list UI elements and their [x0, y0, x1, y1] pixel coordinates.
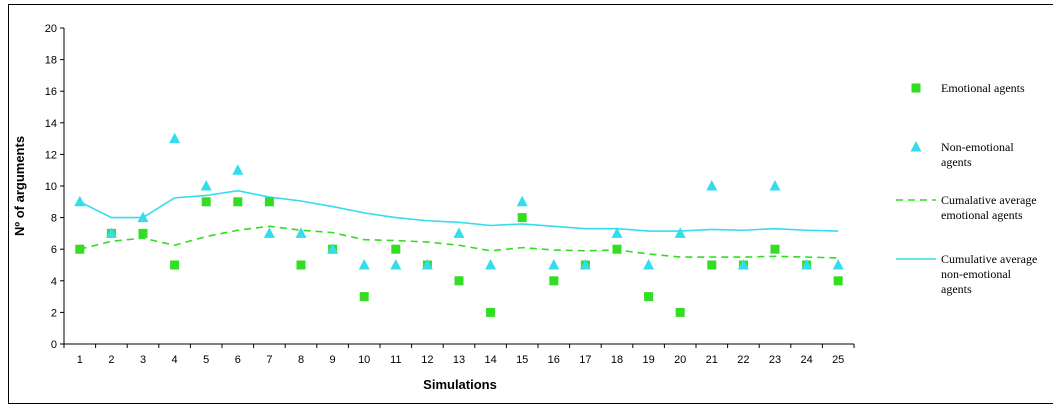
legend-triangle-icon — [910, 141, 922, 152]
y-tick-label: 20 — [45, 23, 57, 35]
x-tick-label: 2 — [108, 354, 114, 366]
x-tick-label: 17 — [579, 354, 591, 366]
emotional-point — [359, 292, 369, 302]
emotional-point — [296, 260, 306, 270]
x-tick-label: 15 — [516, 354, 528, 366]
legend-label: non-emotional — [941, 267, 1012, 281]
non-emotional-point — [169, 132, 181, 144]
legend-square-icon — [911, 83, 921, 93]
series-layer — [74, 132, 844, 317]
legend-label: Emotional agents — [941, 81, 1025, 95]
non-emotional-point — [358, 259, 370, 270]
y-axis-title: Nº of arguments — [12, 136, 27, 236]
non-emotional-point — [801, 259, 813, 270]
legend-label: Non-emotional — [941, 140, 1014, 154]
emotional-point — [264, 197, 274, 207]
non-emotional-point — [769, 180, 781, 191]
x-tick-label: 5 — [203, 354, 209, 366]
non-emotional-point — [579, 259, 591, 270]
x-tick-label: 4 — [172, 354, 178, 366]
cumulative-non-emotional-line — [79, 189, 839, 232]
x-tick-label: 16 — [548, 354, 560, 366]
x-tick-label: 9 — [330, 354, 336, 366]
non-emotional-point — [137, 211, 149, 223]
non-emotional-point — [611, 227, 623, 238]
emotional-point — [517, 213, 527, 223]
x-tick-label: 10 — [358, 354, 370, 366]
non-emotional-point — [453, 227, 465, 238]
y-tick-label: 14 — [45, 118, 57, 130]
emotional-point — [75, 244, 85, 254]
non-emotional-point — [643, 259, 655, 270]
non-emotional-point — [548, 259, 560, 270]
emotional-point — [644, 292, 654, 302]
y-tick-label: 10 — [45, 181, 57, 193]
x-tick-label: 1 — [77, 354, 83, 366]
emotional-point — [391, 244, 401, 254]
non-emotional-point — [832, 259, 844, 270]
y-tick-label: 12 — [45, 149, 57, 161]
non-emotional-point — [485, 259, 497, 270]
x-tick-label: 21 — [706, 354, 718, 366]
legend: Emotional agentsNon-emotionalagentsCumal… — [896, 81, 1037, 296]
x-tick-label: 18 — [611, 354, 623, 366]
non-emotional-point — [295, 227, 307, 238]
emotional-point — [138, 228, 148, 238]
x-tick-label: 12 — [421, 354, 433, 366]
non-emotional-point — [327, 243, 339, 254]
y-tick-label: 4 — [51, 276, 57, 288]
non-emotional-point — [706, 180, 718, 191]
non-emotional-point — [232, 164, 244, 175]
non-emotional-point — [74, 195, 86, 207]
x-tick-label: 13 — [453, 354, 465, 366]
non-emotional-point — [421, 259, 433, 270]
non-emotional-point — [674, 227, 686, 238]
non-emotional-point — [200, 180, 212, 191]
non-emotional-point — [737, 259, 749, 270]
x-tick-label: 8 — [298, 354, 304, 366]
x-tick-label: 20 — [674, 354, 686, 366]
emotional-point — [454, 276, 464, 286]
x-tick-label: 19 — [642, 354, 654, 366]
y-tick-label: 6 — [51, 244, 57, 256]
x-tick-label: 11 — [390, 354, 401, 366]
emotional-point — [170, 260, 180, 270]
non-emotional-point — [105, 227, 117, 238]
emotional-point — [201, 197, 211, 207]
emotional-point — [833, 276, 843, 286]
emotional-point — [770, 244, 780, 254]
x-tick-label: 6 — [235, 354, 241, 366]
x-tick-label: 23 — [769, 354, 781, 366]
x-tick-label: 22 — [737, 354, 749, 366]
emotional-point — [675, 307, 685, 317]
cumulative-emotional-line — [79, 225, 839, 259]
y-tick-label: 8 — [51, 213, 57, 225]
legend-label: emotional agents — [941, 208, 1023, 222]
x-tick-label: 7 — [266, 354, 272, 366]
legend-label: agents — [941, 282, 972, 296]
y-tick-label: 16 — [45, 86, 57, 98]
non-emotional-point — [390, 259, 402, 270]
legend-label: agents — [941, 155, 972, 169]
legend-label: Cumulative average — [941, 252, 1037, 266]
x-tick-label: 14 — [484, 354, 496, 366]
y-tick-label: 2 — [51, 307, 57, 319]
non-emotional-point — [263, 227, 275, 238]
emotional-point — [233, 197, 243, 207]
x-tick-label: 25 — [832, 354, 844, 366]
x-tick-label: 3 — [140, 354, 146, 366]
emotional-point — [612, 244, 622, 254]
non-emotional-point — [516, 195, 528, 207]
y-tick-label: 0 — [51, 339, 57, 351]
legend-label: Cumalative average — [941, 193, 1037, 207]
x-axis-title: Simulations — [423, 377, 497, 392]
emotional-point — [549, 276, 559, 286]
x-tick-label: 24 — [800, 354, 812, 366]
y-tick-label: 18 — [45, 55, 57, 67]
emotional-point — [707, 260, 717, 270]
emotional-point — [486, 307, 496, 317]
